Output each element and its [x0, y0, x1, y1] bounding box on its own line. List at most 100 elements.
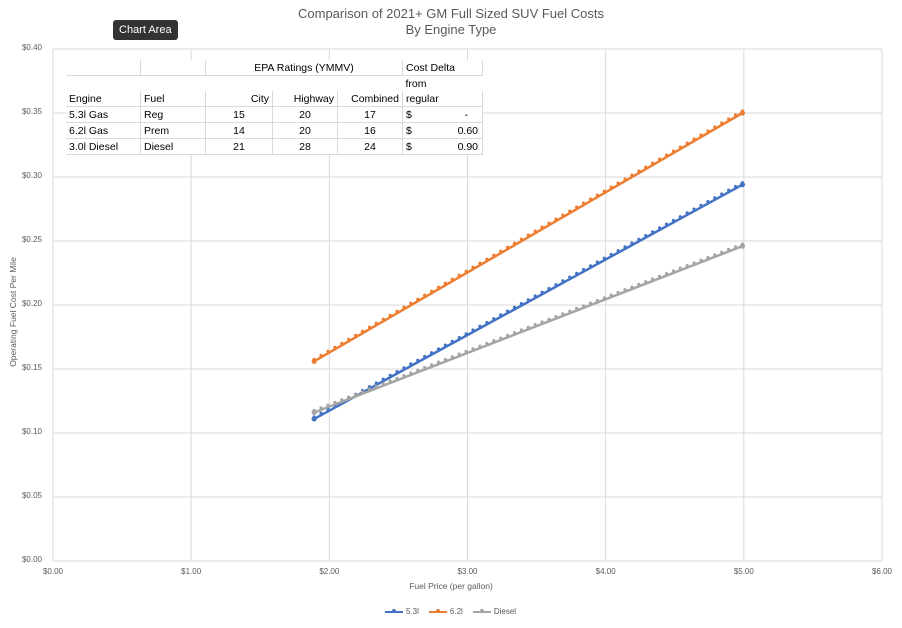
series-point-1: [561, 213, 565, 217]
series-point-0: [429, 351, 434, 355]
series-point-1: [402, 305, 406, 309]
series-point-1: [609, 185, 613, 189]
series-point-0: [423, 354, 427, 359]
series-point-2: [333, 400, 337, 405]
cell-city: 14: [205, 122, 273, 139]
series-point-2: [602, 296, 606, 300]
series-point-1: [616, 181, 620, 185]
y-axis-title: Operating Fuel Cost Per Mile: [8, 257, 18, 367]
series-point-1: [602, 189, 606, 193]
chart-legend: 5.3l 6.2l Diesel: [385, 607, 516, 616]
legend-item-5-3l[interactable]: 5.3l: [385, 607, 419, 616]
series-point-2: [547, 317, 551, 321]
series-point-1: [554, 217, 558, 221]
series-point-2: [402, 374, 406, 378]
series-point-1: [623, 177, 627, 181]
legend-item-diesel[interactable]: Diesel: [472, 607, 517, 616]
series-point-0: [471, 328, 475, 332]
series-point-0: [727, 188, 731, 192]
series-point-1: [443, 281, 447, 285]
cell-engine: 6.2l Gas: [66, 122, 141, 139]
series-point-1: [706, 129, 710, 133]
series-point-2: [733, 245, 738, 249]
series-point-0: [651, 230, 655, 234]
x-tick-label: $6.00: [871, 567, 893, 576]
series-point-0: [664, 222, 669, 226]
series-point-2: [581, 304, 586, 308]
series-point-1: [540, 225, 544, 229]
series-point-1: [457, 273, 461, 277]
series-point-2: [519, 328, 523, 332]
series-point-0: [554, 283, 558, 287]
series-point-0: [540, 290, 544, 294]
x-tick-label: $4.00: [595, 567, 616, 576]
epa-ratings-table: EPA Ratings (YMMV) Cost Delta from Engin…: [66, 60, 483, 155]
series-line-0: [313, 183, 744, 421]
series-point-0: [595, 260, 599, 264]
cell-fuel: Prem: [140, 122, 206, 139]
cell-city: 15: [205, 106, 273, 123]
series-point-0: [671, 218, 675, 223]
cell-combined: 17: [337, 106, 403, 123]
series-point-1: [720, 121, 724, 125]
series-point-1: [326, 349, 330, 353]
series-point-1: [409, 301, 413, 305]
series-point-2: [423, 365, 427, 370]
epa-group-header: EPA Ratings (YMMV): [205, 60, 403, 76]
header-combined: Combined: [337, 91, 403, 107]
series-point-2: [699, 258, 703, 262]
series-point-0: [319, 411, 323, 415]
series-point-0: [568, 275, 572, 279]
series-point-2: [340, 398, 344, 402]
series-start-marker-1: [311, 358, 317, 364]
series-point-2: [360, 390, 365, 394]
series-point-0: [575, 271, 579, 275]
series-point-0: [637, 237, 641, 241]
cell-delta: 0.90: [429, 138, 483, 155]
series-point-2: [485, 341, 489, 346]
series-point-1: [464, 269, 468, 273]
series-point-1: [416, 297, 420, 301]
series-point-1: [678, 145, 682, 149]
cell-fuel: Diesel: [140, 138, 206, 155]
table-row: 5.3l Gas Reg 15 20 17 $ -: [66, 106, 483, 123]
series-point-0: [685, 211, 689, 215]
series-point-1: [692, 137, 696, 141]
series-point-1: [353, 333, 358, 337]
series-point-1: [429, 289, 434, 293]
cell-combined: 24: [337, 138, 403, 155]
series-point-2: [727, 247, 731, 252]
header-fuel: Fuel: [140, 91, 206, 107]
series-point-0: [478, 324, 482, 328]
series-point-1: [526, 233, 530, 237]
series-point-2: [630, 285, 634, 289]
series-point-0: [616, 249, 620, 253]
series-point-2: [678, 266, 682, 270]
table-row: 3.0l Diesel Diesel 21 28 24 $ 0.90: [66, 138, 483, 155]
series-point-0: [381, 377, 385, 381]
delta-header-line3: regular: [402, 91, 483, 107]
series-point-1: [671, 149, 675, 153]
series-point-2: [568, 309, 572, 313]
cell-currency: $: [402, 106, 429, 123]
legend-swatch-5-3l: [385, 609, 403, 613]
series-point-2: [692, 261, 696, 265]
series-point-1: [471, 265, 475, 269]
cell-highway: 28: [272, 138, 338, 155]
series-point-2: [353, 392, 358, 397]
series-point-0: [706, 199, 710, 204]
y-tick-label: $0.35: [21, 107, 42, 116]
y-tick-label: $0.20: [21, 299, 42, 308]
series-point-1: [340, 341, 344, 345]
series-point-2: [512, 331, 517, 335]
header-highway: Highway: [272, 91, 338, 107]
series-point-0: [402, 366, 406, 370]
cell-delta: 0.60: [429, 122, 483, 139]
legend-label-diesel: Diesel: [493, 607, 517, 616]
series-point-2: [644, 280, 648, 284]
series-point-1: [699, 133, 703, 137]
legend-item-6-2l[interactable]: 6.2l: [428, 607, 463, 616]
series-point-1: [575, 205, 579, 209]
series-point-0: [416, 358, 420, 362]
series-point-2: [616, 290, 620, 295]
